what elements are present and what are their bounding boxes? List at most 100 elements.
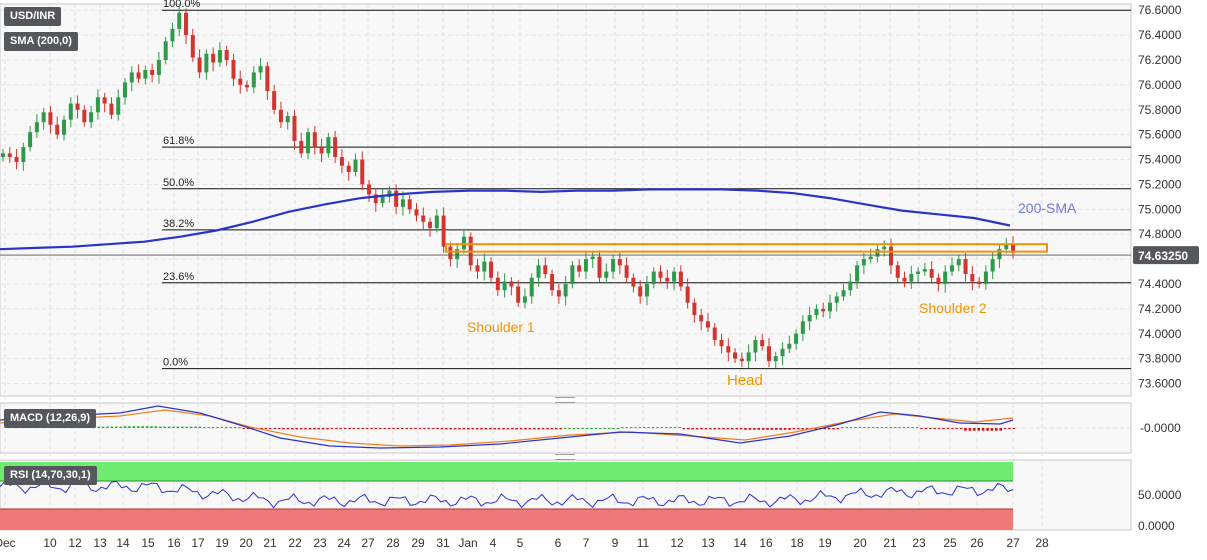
macd-histogram-bar (858, 427, 862, 429)
x-tick-label: 18 (790, 536, 804, 550)
candle-body (333, 137, 338, 158)
x-tick-label: 27 (361, 536, 375, 550)
candle-body (373, 194, 378, 204)
macd-histogram-bar (489, 428, 492, 430)
macd-histogram-bar (216, 427, 219, 429)
candle-body (1004, 244, 1009, 250)
sma-indicator-label[interactable]: SMA (200,0) (4, 32, 78, 51)
candle-body (346, 165, 351, 172)
instrument-label[interactable]: USD/INR (4, 7, 62, 26)
macd-histogram-bar (264, 428, 268, 429)
macd-histogram-bar (669, 427, 672, 429)
macd-histogram-bar (656, 427, 659, 429)
macd-histogram-bar (907, 427, 910, 429)
candle-body (190, 35, 195, 58)
candle-body (184, 12, 189, 36)
macd-indicator-label[interactable]: MACD (12,26,9) (4, 409, 97, 428)
y-tick-label: 75.6000 (1138, 128, 1182, 142)
macd-histogram-bar (695, 428, 699, 430)
candle-body (400, 199, 405, 207)
candle-body (529, 277, 534, 297)
candle-body (705, 321, 710, 328)
macd-histogram-bar (537, 428, 540, 430)
candle-body (407, 199, 412, 210)
candle-body (421, 215, 426, 222)
macd-histogram-bar (594, 428, 598, 429)
candle-body (34, 122, 39, 133)
candle-body (834, 296, 839, 303)
macd-histogram-bar (502, 428, 505, 430)
macd-histogram-bar (506, 428, 510, 430)
macd-histogram-bar (154, 426, 158, 428)
macd-histogram-bar (546, 428, 549, 430)
candle-body (543, 265, 548, 275)
y-tick-label: 74.8000 (1138, 227, 1182, 241)
macd-histogram-bar (277, 428, 281, 429)
candle-body (753, 340, 758, 353)
macd-histogram-bar (964, 428, 967, 431)
macd-histogram-bar (299, 428, 303, 430)
candle-body (197, 57, 202, 73)
macd-histogram-bar (704, 428, 708, 430)
rsi-indicator-label[interactable]: RSI (14,70,30,1) (4, 466, 97, 485)
macd-histogram-bar (123, 426, 127, 428)
candle-body (109, 103, 114, 115)
x-tick-label: 20 (853, 536, 867, 550)
macd-histogram-bar (577, 428, 580, 429)
macd-histogram-bar (189, 426, 193, 428)
candle-body (943, 271, 948, 284)
y-tick-label: 74.4000 (1138, 277, 1182, 291)
candle-body (841, 290, 846, 297)
candle-body (48, 112, 53, 125)
macd-histogram-bar (744, 428, 747, 430)
macd-histogram-bar (590, 428, 593, 429)
macd-histogram-bar (599, 428, 602, 429)
macd-histogram-bar (731, 428, 734, 430)
macd-histogram-bar (977, 428, 980, 431)
candle-body (644, 284, 649, 297)
macd-histogram-bar (326, 428, 329, 430)
candle-body (28, 132, 33, 148)
fibonacci-level-label: 23.6% (163, 271, 194, 283)
x-tick-label: 6 (555, 536, 562, 550)
current-price-tag (1133, 246, 1199, 265)
head-label: Head (727, 372, 763, 389)
macd-histogram-bar (383, 428, 386, 429)
macd-histogram-bar (141, 426, 144, 428)
candle-body (7, 153, 12, 158)
y-tick-label: 73.6000 (1138, 377, 1182, 391)
macd-histogram-bar (559, 428, 562, 430)
macd-histogram-bar (999, 428, 1002, 431)
candle-body (380, 196, 385, 204)
macd-histogram-bar (638, 427, 642, 429)
candle-body (651, 271, 656, 284)
candle-body (89, 112, 94, 123)
fibonacci-level-label: 61.8% (163, 135, 194, 147)
candle-body (258, 66, 263, 73)
macd-histogram-bar (163, 426, 166, 428)
macd-histogram-bar (348, 428, 351, 429)
candle-body (1, 153, 5, 158)
x-tick-label: 28 (1035, 536, 1049, 550)
macd-signal-line (0, 409, 1014, 447)
x-tick-label: 31 (436, 536, 450, 550)
candle-body (414, 209, 419, 216)
macd-histogram-bar (198, 426, 202, 428)
sma-200-annotation: 200-SMA (1018, 200, 1077, 216)
macd-histogram-bar (445, 428, 448, 430)
pane-resize-handle[interactable] (555, 454, 575, 460)
macd-histogram-bar (678, 427, 681, 429)
candle-body (861, 259, 866, 266)
pane-resize-handle[interactable] (555, 397, 575, 403)
macd-histogram-bar (990, 428, 994, 431)
macd-histogram-bar (854, 427, 857, 429)
macd-histogram-bar (308, 428, 312, 430)
candle-body (367, 184, 372, 195)
x-tick-label: 13 (701, 536, 715, 550)
candle-body (360, 159, 365, 185)
macd-histogram-bar (968, 428, 972, 431)
candle-body (719, 340, 724, 347)
macd-histogram-bar (233, 427, 237, 429)
candle-body (590, 256, 595, 260)
